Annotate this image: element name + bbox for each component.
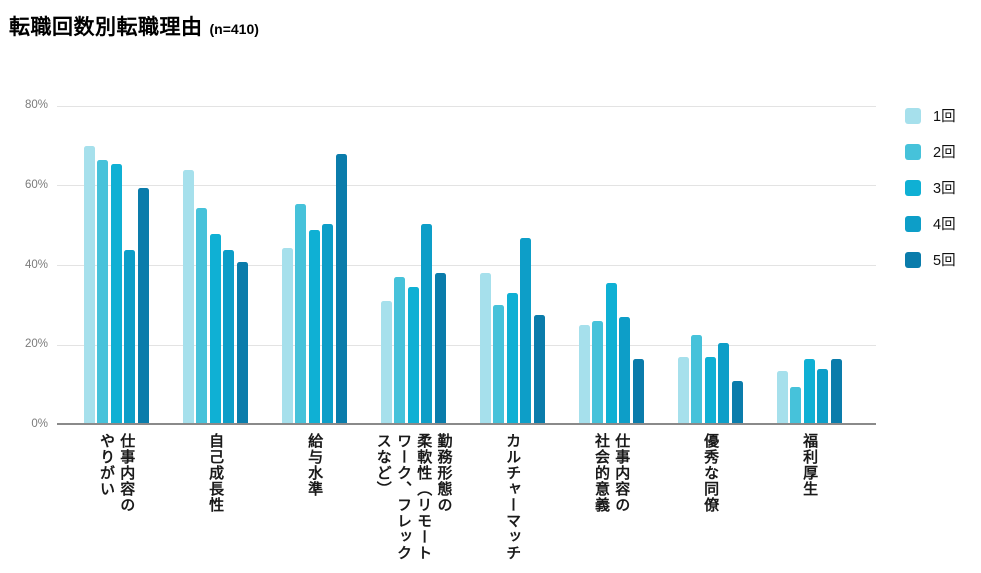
bar-3回-cat2 <box>209 233 221 423</box>
y-axis-tick-label: 80% <box>24 99 48 111</box>
bar-5回-cat4 <box>434 273 446 423</box>
chart-title: 転職回数別転職理由 (n=410) <box>9 11 259 41</box>
bar-2回-cat5 <box>493 305 504 423</box>
legend-swatch-icon <box>905 143 921 160</box>
bar-4回-cat1 <box>124 249 135 423</box>
bar-5回-cat7 <box>731 381 743 423</box>
bar-2回-cat4 <box>394 277 405 423</box>
y-axis-tick-label: 60% <box>24 178 48 191</box>
bar-2回-cat1 <box>97 159 108 423</box>
bar-2回-cat7 <box>691 335 702 423</box>
legend-label: 5回 <box>933 253 956 269</box>
category-label-4: 勤務形態の 柔軟性（リモート ワーク、フレック スなど） <box>374 433 453 561</box>
bar-3回-cat7 <box>704 357 716 423</box>
category-label-3: 給与水準 <box>306 433 324 497</box>
x-axis-line <box>57 423 876 425</box>
bar-4回-cat4 <box>421 223 432 423</box>
y-axis-tick-label: 40% <box>24 258 48 271</box>
bar-1回-cat8 <box>776 371 788 423</box>
legend-swatch-icon <box>905 179 921 196</box>
legend-label: 2回 <box>933 145 956 161</box>
gridline <box>57 105 876 107</box>
bar-5回-cat5 <box>533 315 545 423</box>
bar-1回-cat7 <box>677 357 689 423</box>
bar-5回-cat3 <box>335 153 347 423</box>
bar-2回-cat6 <box>592 321 603 423</box>
y-axis-tick-label: 20% <box>24 338 48 351</box>
gridline <box>57 185 876 187</box>
bar-3回-cat8 <box>803 359 815 423</box>
bar-2回-cat2 <box>196 207 207 423</box>
legend-item-2回: 2回 <box>905 141 956 162</box>
bar-1回-cat2 <box>182 169 194 423</box>
bar-1回-cat5 <box>479 273 491 423</box>
legend-label: 3回 <box>933 181 956 197</box>
bar-3回-cat6 <box>605 283 617 423</box>
bar-3回-cat4 <box>407 287 419 423</box>
bar-1回-cat4 <box>380 301 392 423</box>
bar-4回-cat2 <box>223 249 234 423</box>
legend-swatch-icon <box>905 215 921 232</box>
category-label-6: 仕事内容の 社会的意義 <box>593 433 631 513</box>
bar-5回-cat1 <box>137 187 149 423</box>
bar-1回-cat6 <box>578 325 590 423</box>
bar-4回-cat8 <box>817 369 828 423</box>
legend-item-5回: 5回 <box>905 249 956 270</box>
legend-label: 1回 <box>933 109 956 125</box>
bar-1回-cat1 <box>83 145 95 423</box>
gridline <box>57 344 876 346</box>
bar-1回-cat3 <box>281 247 293 423</box>
category-label-8: 福利厚生 <box>801 433 819 497</box>
bar-3回-cat3 <box>308 229 320 423</box>
category-label-7: 優秀な同僚 <box>702 433 720 513</box>
page-title: 転職回数別転職理由 <box>9 16 203 39</box>
bar-4回-cat6 <box>619 317 630 423</box>
bar-3回-cat5 <box>506 293 518 423</box>
legend-item-1回: 1回 <box>905 105 956 126</box>
sample-size-note: (n=410) <box>209 21 259 37</box>
bar-3回-cat1 <box>110 163 122 423</box>
legend-swatch-icon <box>905 251 921 268</box>
category-label-1: 仕事内容の やりがい <box>98 433 136 513</box>
y-axis-tick-label: 0% <box>31 418 48 430</box>
bar-2回-cat8 <box>790 387 801 423</box>
bar-5回-cat2 <box>236 261 248 423</box>
legend: 1回 2回 3回 4回 5回 <box>905 105 956 270</box>
category-label-2: 自己成長性 <box>207 433 225 513</box>
legend-label: 4回 <box>933 217 956 233</box>
legend-item-4回: 4回 <box>905 213 956 234</box>
bar-4回-cat7 <box>718 343 729 423</box>
bar-5回-cat8 <box>830 359 842 423</box>
bar-4回-cat3 <box>322 223 333 423</box>
gridline <box>57 265 876 266</box>
bar-5回-cat6 <box>632 359 644 423</box>
legend-item-3回: 3回 <box>905 177 956 198</box>
bar-2回-cat3 <box>295 203 306 423</box>
plot-area <box>57 105 876 425</box>
category-label-5: カルチャーマッチ <box>504 433 522 561</box>
legend-swatch-icon <box>905 107 921 124</box>
bar-4回-cat5 <box>520 237 531 423</box>
